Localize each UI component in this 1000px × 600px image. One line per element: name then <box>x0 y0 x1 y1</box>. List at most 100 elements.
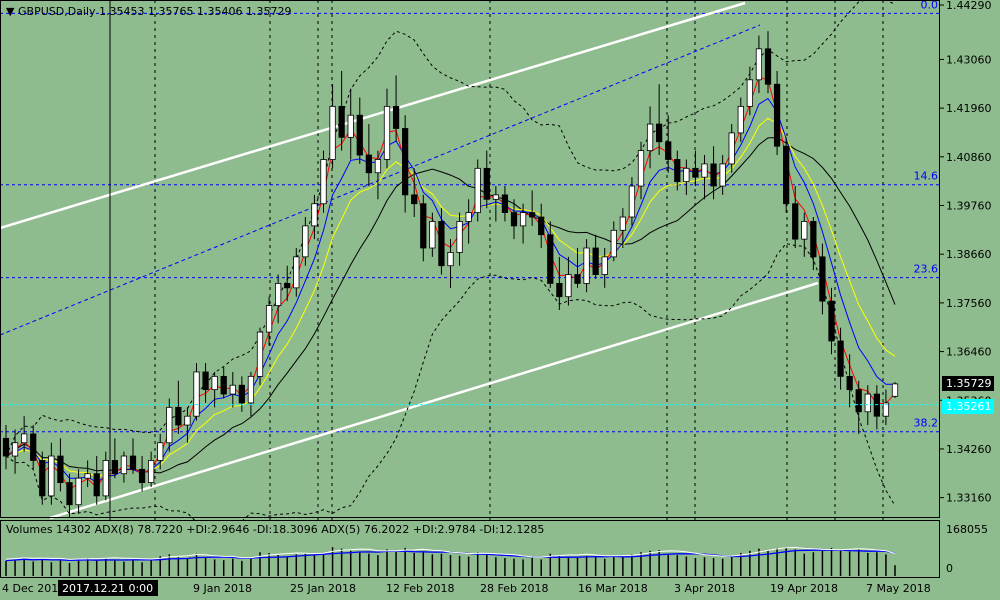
candle-body <box>846 375 853 391</box>
candle-body <box>692 167 699 178</box>
time-axis-label: 4 Dec 2017 <box>2 582 65 595</box>
candle-body <box>474 167 481 213</box>
candle-body <box>719 163 726 187</box>
candle-body <box>773 83 781 147</box>
time-axis-label: 9 Jan 2018 <box>193 582 252 595</box>
channel-median-line[interactable] <box>0 24 761 336</box>
candle-body <box>556 283 563 298</box>
volume-tick-max: 168055 <box>946 523 988 536</box>
channel-upper-line[interactable] <box>0 1 746 230</box>
candle-body <box>238 384 245 404</box>
price-tick-label: 1.33160 <box>946 492 992 505</box>
lower-band-line <box>5 242 896 530</box>
candle-body <box>465 212 472 222</box>
candle-body <box>447 252 454 267</box>
candle-body <box>610 229 617 258</box>
bollinger-bands <box>5 0 896 530</box>
candle-body <box>2 437 10 457</box>
candle-body <box>819 256 826 302</box>
time-axis-label: 7 May 2018 <box>866 582 931 595</box>
candle-body <box>456 221 463 253</box>
candle-body <box>184 415 191 426</box>
candle-body <box>501 194 509 213</box>
candle-body <box>211 375 218 391</box>
candle-body <box>402 128 409 196</box>
candle-body <box>347 114 354 138</box>
candle-body <box>129 455 137 470</box>
time-axis-label: 19 Apr 2018 <box>770 582 838 595</box>
time-axis: 4 Dec 2017 9 Jan 2018 25 Jan 2018 12 Feb 20… <box>2 582 931 595</box>
candle-body <box>783 145 790 205</box>
candle-body <box>229 384 236 395</box>
price-axis: 1.44290 1.43060 1.41960 1.40860 1.39760 1.386… <box>940 0 992 505</box>
candle-body <box>683 167 690 183</box>
trend-channel <box>0 1 819 520</box>
fib-level-label: 23.6 <box>914 263 939 276</box>
channel-lower-line[interactable] <box>49 281 819 520</box>
candle-body <box>646 123 654 152</box>
candle-body <box>882 402 890 417</box>
candlestick-series <box>2 31 899 518</box>
candle-body <box>828 300 835 342</box>
candle-body <box>111 460 118 475</box>
chart-menu-arrow-icon[interactable]: ▼ <box>6 5 15 18</box>
volume-tick-zero: 0 <box>946 562 953 575</box>
candle-body <box>637 150 645 187</box>
candle-body <box>583 247 590 284</box>
candle-body <box>48 455 55 497</box>
candle-body <box>202 371 209 391</box>
candle-body <box>665 141 672 160</box>
candle-body <box>855 389 862 413</box>
candle-body <box>302 225 309 258</box>
bid-price-box <box>942 399 994 414</box>
price-tick-label: 1.44290 <box>946 0 992 12</box>
candle-body <box>628 185 636 218</box>
candle-body <box>392 105 400 129</box>
candle-body <box>75 477 82 506</box>
current-price-label: 1.35729 <box>946 377 992 390</box>
price-tick-label: 1.34260 <box>946 443 992 456</box>
candle-body <box>864 393 871 413</box>
candle-body <box>519 212 527 227</box>
price-tick-label: 1.41960 <box>946 102 992 115</box>
candle-body <box>383 105 391 160</box>
candle-body <box>11 442 19 457</box>
candle-body <box>764 48 772 85</box>
candle-body <box>674 159 681 183</box>
crosshair-time-label: 2017.12.21 0:00 <box>62 582 153 595</box>
candle-body <box>265 305 273 333</box>
crosshair-time-box <box>58 580 158 596</box>
candle-body <box>256 331 264 377</box>
main-chart-frame <box>0 0 940 518</box>
candle-body <box>175 406 182 426</box>
candle-body <box>93 473 100 497</box>
bid-price-label: 1.35261 <box>946 400 992 413</box>
price-tick-label: 1.36460 <box>946 346 992 359</box>
fib-level-label: 0.0 <box>921 0 939 11</box>
time-axis-label: 16 Mar 2018 <box>578 582 648 595</box>
fib-level-label: 14.6 <box>914 170 939 183</box>
candle-body <box>247 375 255 404</box>
candle-body <box>420 203 427 249</box>
candle-body <box>193 371 200 417</box>
candle-body <box>138 468 146 483</box>
candle-body <box>801 221 808 240</box>
candle-body <box>574 274 581 284</box>
candle-body <box>837 340 844 377</box>
candle-body <box>538 216 545 236</box>
adx-lines <box>5 546 896 562</box>
candle-body <box>311 203 318 227</box>
candle-body <box>492 194 499 200</box>
candle-body <box>529 212 536 218</box>
time-axis-label: 3 Apr 2018 <box>674 582 735 595</box>
candle-body <box>84 473 91 479</box>
candle-body <box>120 455 128 475</box>
candle-body <box>411 194 418 205</box>
candle-body <box>293 256 300 289</box>
time-axis-label: 12 Feb 2018 <box>386 582 454 595</box>
volume-panel-frame <box>0 520 940 578</box>
candle-body <box>701 163 708 178</box>
time-axis-label: 28 Feb 2018 <box>480 582 548 595</box>
